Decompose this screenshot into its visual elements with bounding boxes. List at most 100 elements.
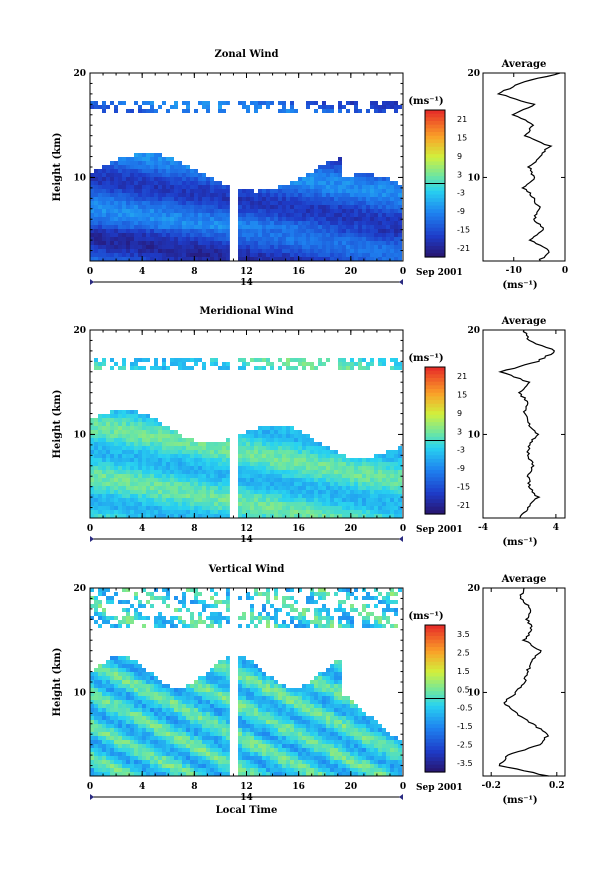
heatmap-cell [214,241,218,245]
heatmap-cell [90,233,94,237]
heatmap-cell [142,684,146,688]
heatmap-cell [138,462,142,466]
heatmap-cell [118,414,122,418]
heatmap-cell [314,498,318,502]
heatmap-cell [94,672,98,676]
heatmap-cell [126,193,130,197]
heatmap-cell [250,205,254,209]
heatmap-cell [106,676,110,680]
heatmap-cell [246,201,250,205]
heatmap-cell [366,257,370,261]
heatmap-cell [162,229,166,233]
heatmap-cell [110,197,114,201]
heatmap-cell [98,430,102,434]
heatmap-cell [122,217,126,221]
heatmap-cell [214,502,218,506]
heatmap-cell [118,756,122,760]
heatmap-cell [346,189,350,193]
heatmap-cell [310,462,314,466]
heatmap-cell [134,760,138,764]
heatmap-cell [394,233,398,237]
profile-y-tick-label: 10 [467,173,480,183]
heatmap-cell [182,362,186,366]
heatmap-cell [102,257,106,261]
heatmap-cell [190,245,194,249]
heatmap-cell [214,752,218,756]
heatmap-cell [154,692,158,696]
heatmap-cell [390,189,394,193]
heatmap-cell [130,241,134,245]
heatmap-cell [274,253,278,257]
heatmap-cell [126,237,130,241]
heatmap-cell [214,358,218,362]
heatmap-cell [258,450,262,454]
heatmap-cell [206,688,210,692]
heatmap-cell [270,189,274,193]
heatmap-cell [338,366,342,370]
heatmap-cell [222,454,226,458]
heatmap-cell [178,494,182,498]
heatmap-cell [242,442,246,446]
heatmap-cell [282,466,286,470]
heatmap-cell [206,740,210,744]
heatmap-cell [106,752,110,756]
heatmap-cell [150,768,154,772]
heatmap-cell [374,466,378,470]
heatmap-cell [222,716,226,720]
heatmap-cell [98,728,102,732]
heatmap-cell [94,450,98,454]
heatmap-cell [354,173,358,177]
heatmap-cell [218,105,222,109]
heatmap-cell [126,197,130,201]
heatmap-cell [354,237,358,241]
heatmap-cell [226,197,230,201]
heatmap-cell [154,249,158,253]
heatmap-cell [314,109,318,113]
heatmap-cell [290,438,294,442]
heatmap-cell [94,752,98,756]
heatmap-cell [306,434,310,438]
heatmap-cell [182,177,186,181]
heatmap-cell [162,506,166,510]
heatmap-cell [198,458,202,462]
heatmap-cell [134,249,138,253]
heatmap-cell [110,478,114,482]
heatmap-cell [202,506,206,510]
heatmap-cell [394,109,398,113]
heatmap-cell [126,700,130,704]
heatmap-cell [162,486,166,490]
heatmap-cell [254,442,258,446]
heatmap-cell [146,458,150,462]
heatmap-cell [94,466,98,470]
heatmap-cell [342,474,346,478]
heatmap-cell [158,173,162,177]
heatmap-cell [398,446,402,450]
heatmap-cell [94,502,98,506]
heatmap-cell [286,253,290,257]
heatmap-cell [138,764,142,768]
heatmap-cell [174,209,178,213]
heatmap-cell [90,446,94,450]
heatmap-cell [142,221,146,225]
heatmap-cell [182,772,186,776]
heatmap-cell [174,221,178,225]
heatmap-cell [378,245,382,249]
heatmap-cell [254,506,258,510]
heatmap-cell [186,169,190,173]
heatmap-cell [114,668,118,672]
heatmap-cell [210,470,214,474]
heatmap-cell [158,193,162,197]
heatmap-cell [122,229,126,233]
heatmap-cell [122,704,126,708]
heatmap-cell [118,410,122,414]
heatmap-cell [182,506,186,510]
heatmap-cell [322,169,326,173]
heatmap-cell [270,446,274,450]
heatmap-cell [370,253,374,257]
heatmap-cell [170,197,174,201]
heatmap-cell [202,708,206,712]
heatmap-cell [150,249,154,253]
heatmap-cell [298,181,302,185]
heatmap-cell [278,502,282,506]
heatmap-cell [142,680,146,684]
